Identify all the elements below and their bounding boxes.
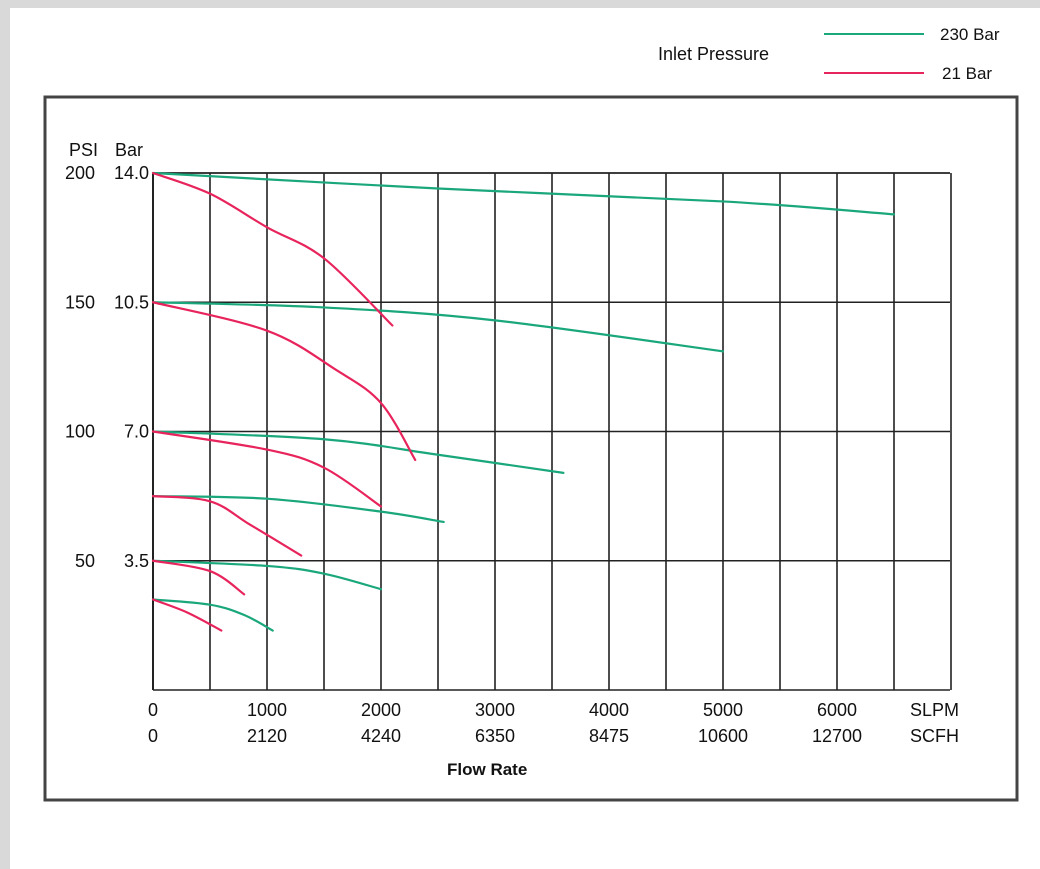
x-tick-slpm: 6000 (817, 700, 857, 720)
y-tick-psi: 150 (65, 292, 95, 312)
grid (152, 172, 952, 691)
legend-label-21-bar: 21 Bar (942, 64, 992, 83)
curve-21-bar-10 (151, 559, 246, 596)
curve-21-bar-6 (151, 171, 394, 327)
legend: Inlet Pressure 230 Bar 21 Bar (658, 25, 1000, 83)
curve-21-bar-11 (151, 598, 223, 632)
x-tick-labels: 0 0 1000 2120 2000 4240 3000 6350 4000 8475 5000 10… (148, 700, 862, 746)
x-tick-scfh: 0 (148, 726, 158, 746)
x-tick-scfh: 2120 (247, 726, 287, 746)
curve-230-bar-4 (151, 559, 383, 591)
y-unit-bar: Bar (115, 140, 143, 160)
curve-230-bar-2 (151, 430, 565, 474)
curve-230-bar-0 (151, 171, 896, 216)
y-unit-psi: PSI (69, 140, 98, 160)
x-axis-title: Flow Rate (447, 760, 527, 779)
x-tick-slpm: 3000 (475, 700, 515, 720)
curve-230-bar-5 (151, 598, 274, 632)
curve-230-bar-1 (151, 301, 725, 353)
curve-21-bar-8 (151, 430, 383, 508)
x-tick-slpm: 2000 (361, 700, 401, 720)
x-tick-scfh: 10600 (698, 726, 748, 746)
curve-230-bar-3 (151, 495, 445, 524)
y-tick-bar: 14.0 (114, 163, 149, 183)
y-tick-bar: 3.5 (124, 551, 149, 571)
y-tick-labels: 200 14.0 150 10.5 100 7.0 50 3.5 (65, 163, 149, 571)
x-tick-slpm: 0 (148, 700, 158, 720)
series-lines (151, 171, 896, 632)
x-tick-slpm: 4000 (589, 700, 629, 720)
x-tick-scfh: 4240 (361, 726, 401, 746)
x-tick-scfh: 8475 (589, 726, 629, 746)
x-unit-slpm: SLPM (910, 700, 959, 720)
x-unit-scfh: SCFH (910, 726, 959, 746)
y-tick-psi: 100 (65, 422, 95, 442)
chart-sheet (10, 8, 1040, 869)
x-tick-slpm: 5000 (703, 700, 743, 720)
x-tick-scfh: 6350 (475, 726, 515, 746)
y-tick-bar: 10.5 (114, 292, 149, 312)
curve-21-bar-7 (151, 301, 417, 462)
legend-label-230-bar: 230 Bar (940, 25, 1000, 44)
x-tick-slpm: 1000 (247, 700, 287, 720)
chart-frame (43, 95, 1019, 802)
curve-21-bar-9 (151, 495, 303, 557)
y-tick-psi: 200 (65, 163, 95, 183)
y-tick-bar: 7.0 (124, 422, 149, 442)
legend-title: Inlet Pressure (658, 44, 769, 64)
y-tick-psi: 50 (75, 551, 95, 571)
x-tick-scfh: 12700 (812, 726, 862, 746)
